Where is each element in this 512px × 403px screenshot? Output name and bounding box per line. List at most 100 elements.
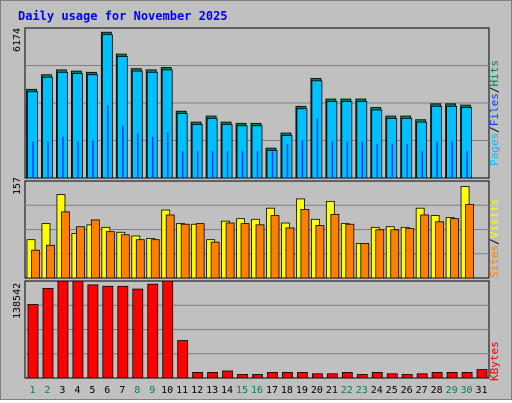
day-labels: 1 2 3 4 5 6 7 8 9 10 11 12 13 14 15 16 17 18 19 20 21 22 23 24 2…	[29, 385, 487, 396]
day-label: 26	[401, 385, 413, 396]
kbytes-bar	[297, 371, 308, 379]
visits-legend: Sites/Visits	[488, 199, 501, 279]
sites-bar	[285, 227, 295, 279]
day-label: 19	[296, 385, 308, 396]
kbytes-bar	[267, 371, 278, 379]
legend-kbytes: KBytes	[488, 341, 501, 381]
sites-bar	[465, 204, 474, 279]
kbytes-bar	[371, 371, 383, 379]
sites-bar	[31, 249, 40, 279]
kbytes-bar	[72, 280, 84, 379]
day-label: 25	[386, 385, 398, 396]
day-label: 10	[161, 385, 173, 396]
day-label: 20	[311, 385, 323, 396]
day-label: 17	[266, 385, 278, 396]
sites-bar	[195, 223, 205, 279]
sites-bar	[105, 231, 115, 279]
legend-files: Files	[488, 93, 501, 126]
kbytes-legend: KBytes	[488, 341, 501, 381]
sites-bar	[180, 223, 190, 279]
kbytes-bar	[192, 371, 204, 379]
kbytes-bar	[282, 371, 293, 379]
kbytes-bar	[42, 287, 54, 379]
day-label: 24	[371, 385, 383, 396]
sites-bar	[255, 224, 265, 279]
sites-bar	[150, 239, 160, 279]
kbytes-bar	[356, 374, 368, 379]
day-label: 11	[176, 385, 188, 396]
day-label: 7	[119, 385, 125, 396]
sites-bar	[315, 225, 325, 279]
day-label: 2	[44, 385, 50, 396]
sites-bar	[76, 226, 85, 279]
sites-bar	[120, 234, 130, 279]
kbytes-bar	[117, 285, 129, 379]
kbytes-bar	[102, 285, 114, 379]
day-label: 8	[134, 385, 140, 396]
legend-visits: Visits	[488, 199, 501, 239]
sites-bar	[390, 229, 400, 279]
kbytes-bar	[252, 374, 263, 379]
day-label: 27	[416, 385, 428, 396]
day-label: 3	[59, 385, 65, 396]
kbytes-bar	[326, 373, 338, 379]
sites-bar	[61, 211, 70, 279]
sites-bar	[345, 223, 355, 279]
kbytes-bar	[27, 304, 39, 379]
kbytes-bar	[311, 373, 323, 379]
day-label: 12	[191, 385, 203, 396]
kbytes-bar	[401, 374, 413, 379]
day-label: 18	[281, 385, 293, 396]
day-label: 31	[475, 385, 487, 396]
legend-pages: Pages	[488, 133, 501, 166]
sites-bar	[330, 213, 340, 279]
sites-bar	[360, 243, 370, 279]
day-label: 16	[251, 385, 263, 396]
day-label: 14	[221, 385, 233, 396]
sites-bar	[420, 214, 430, 279]
kbytes-bar	[57, 280, 69, 379]
sites-bar	[165, 214, 175, 279]
chart-title: Daily usage for November 2025	[18, 9, 228, 23]
kbytes-bar	[162, 280, 174, 379]
hits-legend: Pages/Files/Hits	[488, 60, 501, 166]
day-label: 15	[236, 385, 248, 396]
sites-bar	[46, 244, 55, 279]
kbytes-bar	[222, 370, 233, 379]
sites-bar	[135, 239, 145, 279]
day-label: 1	[29, 385, 35, 396]
hits-max-label: 6174	[12, 28, 23, 52]
sites-bar	[225, 222, 235, 279]
kbytes-max-label: 138542	[12, 283, 23, 319]
kbytes-bar	[177, 340, 189, 379]
day-label: 23	[356, 385, 368, 396]
sites-bar	[300, 209, 310, 279]
kbytes-bar	[446, 371, 458, 379]
day-label: 28	[431, 385, 443, 396]
sites-bar	[375, 229, 385, 279]
svg-text:Sites/Visits: Sites/Visits	[488, 199, 501, 279]
sites-bar	[435, 221, 445, 279]
kbytes-bar	[147, 283, 159, 379]
legend-sites: Sites	[488, 245, 501, 278]
sites-bar	[405, 228, 415, 279]
panel-kbytes	[24, 280, 490, 379]
kbytes-bar	[461, 371, 473, 379]
day-label: 21	[326, 385, 338, 396]
panel-visits	[24, 180, 490, 279]
day-label: 30	[461, 385, 473, 396]
day-label: 29	[446, 385, 458, 396]
kbytes-bar	[207, 371, 219, 379]
kbytes-bar	[416, 373, 428, 379]
svg-text:Pages/Files/Hits: Pages/Files/Hits	[488, 60, 501, 166]
day-label: 22	[341, 385, 353, 396]
kbytes-bar	[476, 369, 488, 379]
sites-bar	[450, 218, 459, 279]
kbytes-bar	[87, 284, 99, 379]
kbytes-bar	[237, 374, 248, 379]
day-label: 4	[74, 385, 80, 396]
panel-hits	[24, 27, 490, 179]
sites-bar	[270, 215, 280, 279]
kbytes-bar	[341, 371, 353, 379]
kbytes-bar	[386, 373, 398, 379]
